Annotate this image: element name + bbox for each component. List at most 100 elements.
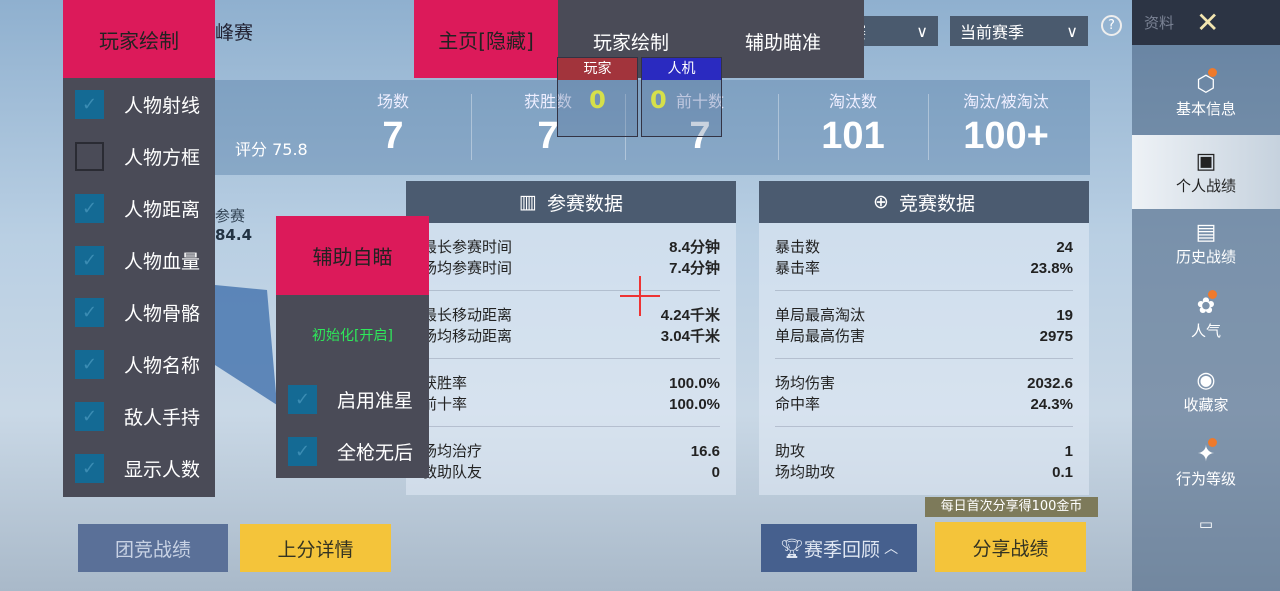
player-label: 玩家	[558, 58, 637, 80]
option-label: 人物血量	[124, 251, 201, 273]
sidebar-item[interactable]: ✦ 行为等级	[1132, 442, 1280, 489]
bot-count: 0	[650, 86, 667, 114]
stat-value: 101	[821, 115, 885, 157]
toggle-option[interactable]: ✓ 显示人数	[75, 454, 200, 483]
sidebar-item[interactable]: ✿ 人气	[1132, 294, 1280, 341]
sidebar-item[interactable]: ▣ 个人战绩	[1132, 135, 1280, 209]
stat-value: 24	[1056, 239, 1073, 256]
option-label: 人物骨骼	[124, 303, 201, 325]
toggle-option[interactable]: 人物方框	[75, 142, 200, 171]
player-count: 0	[589, 86, 606, 114]
stat-value: 100.0%	[669, 396, 720, 413]
stat-row: 场均参赛时间 7.4分钟	[422, 258, 720, 279]
aim-panel: 初始化[开启] ✓ 启用准星 ✓ 全枪无后	[276, 295, 429, 478]
notification-dot	[1208, 438, 1217, 447]
stat-row: 单局最高淘汰 19	[775, 305, 1073, 326]
sidebar-item-label: 行为等级	[1175, 470, 1236, 488]
chevron-down-icon: ∨	[1066, 21, 1078, 41]
notification-dot	[1208, 68, 1217, 77]
player-panel-title[interactable]: 玩家绘制	[63, 0, 215, 78]
checkbox[interactable]: ✓	[75, 402, 104, 431]
stat-value: 0.1	[1052, 464, 1073, 481]
checkbox[interactable]: ✓	[288, 385, 317, 414]
checkbox[interactable]: ✓	[75, 298, 104, 327]
stat-kills: 淘汰数 101	[778, 88, 928, 158]
question-circle-icon[interactable]: ?	[1101, 15, 1122, 36]
stat-label: 淘汰数	[828, 92, 877, 111]
competition-card: ⊕ 竞赛数据 暴击数 24 暴击率 23.8% 单局最高淘汰 19 单局最高伤害 2975 场均伤…	[759, 181, 1089, 495]
toggle-option[interactable]: ✓ 人物血量	[75, 246, 200, 275]
stat-label: 场均移动距离	[422, 327, 513, 345]
sidebar-item[interactable]: ▤ 历史战绩	[1132, 220, 1280, 267]
share-tooltip: 每日首次分享得100金币	[925, 497, 1098, 517]
stat-value: 16.6	[690, 443, 720, 460]
team-stats-button[interactable]: 团竞战绩	[78, 524, 228, 572]
collector-badge-icon: ◉	[1196, 368, 1216, 393]
share-stats-button[interactable]: 分享战绩	[935, 522, 1086, 572]
season-review-button[interactable]: 🏆︎ 赛季回顾 ︿	[761, 524, 917, 572]
checkbox[interactable]: ✓	[75, 454, 104, 483]
toggle-option[interactable]: ✓ 人物名称	[75, 350, 200, 379]
stat-row: 场均移动距离 3.04千米	[422, 326, 720, 347]
radar-chart: 参赛 84.4	[215, 205, 285, 425]
option-label: 人物名称	[124, 355, 201, 377]
trophy-icon: 🏆︎	[779, 537, 805, 560]
card-title: 竞赛数据	[898, 192, 975, 215]
stat-wins: 获胜数 7	[473, 88, 623, 158]
season-dropdown-label: 当前赛季	[960, 23, 1025, 42]
stat-label: 暴击数	[775, 238, 821, 256]
stat-kd: 淘汰/被淘汰 100+	[931, 88, 1081, 158]
rose-icon: ✿	[1196, 294, 1216, 319]
stat-label: 助攻	[775, 442, 806, 460]
toggle-option[interactable]: ✓ 全枪无后	[288, 437, 413, 466]
user-hex-icon: ⬡	[1196, 72, 1216, 97]
stats-doc-icon: ▣	[1195, 149, 1217, 174]
stat-value: 23.8%	[1030, 260, 1073, 277]
toggle-option[interactable]: ✓ 启用准星	[288, 385, 413, 414]
stat-group: 单局最高淘汰 19 单局最高伤害 2975	[775, 291, 1073, 359]
toggle-option[interactable]: ✓ 敌人手持	[75, 402, 200, 431]
checkbox[interactable]: ✓	[75, 194, 104, 223]
aim-panel-title[interactable]: 辅助自瞄	[276, 216, 429, 295]
crosshair-icon	[639, 276, 641, 316]
stat-row: 最长参赛时间 8.4分钟	[422, 237, 720, 258]
checkbox[interactable]: ✓	[288, 437, 317, 466]
tab-aim-assist[interactable]: 辅助瞄准	[745, 32, 822, 54]
card-title: 参赛数据	[546, 192, 623, 215]
checkbox[interactable]: ✓	[75, 350, 104, 379]
profile-tab[interactable]: 资料	[1144, 14, 1175, 32]
stat-value: 8.4分钟	[669, 239, 720, 256]
option-label: 显示人数	[124, 459, 201, 481]
toggle-option[interactable]: ✓ 人物距离	[75, 194, 200, 223]
rank-details-button[interactable]: 上分详情	[240, 524, 391, 572]
option-label: 人物距离	[124, 199, 201, 221]
toggle-option[interactable]: ✓ 人物骨骼	[75, 298, 200, 327]
stat-value: 0	[711, 464, 720, 481]
checkbox[interactable]: ✓	[75, 246, 104, 275]
menu-icon[interactable]: ▭	[1198, 515, 1214, 533]
stat-label: 最长参赛时间	[422, 238, 513, 256]
stat-value: 24.3%	[1030, 396, 1073, 413]
stat-value: 1	[1064, 443, 1073, 460]
toggle-option[interactable]: ✓ 人物射线	[75, 90, 200, 119]
stat-row: 场均治疗 16.6	[422, 441, 720, 462]
season-dropdown[interactable]: 当前赛季 ∨	[950, 16, 1088, 46]
option-label: 人物方框	[124, 147, 201, 169]
checkbox[interactable]: ✓	[75, 90, 104, 119]
sidebar-item[interactable]: ◉ 收藏家	[1132, 368, 1280, 415]
sidebar-item-label: 收藏家	[1183, 396, 1229, 414]
stat-row: 获胜率 100.0%	[422, 373, 720, 394]
stat-row: 最长移动距离 4.24千米	[422, 305, 720, 326]
bot-count-box: 人机 0	[641, 57, 722, 137]
stat-group: 场均伤害 2032.6 命中率 24.3%	[775, 359, 1073, 427]
stat-label: 获胜数	[523, 92, 572, 111]
sidebar-item[interactable]: ⬡ 基本信息	[1132, 72, 1280, 119]
stat-value: 7	[382, 115, 404, 157]
close-icon[interactable]: ✕	[1196, 6, 1220, 39]
stat-row: 场均伤害 2032.6	[775, 373, 1073, 394]
checkbox[interactable]	[75, 142, 104, 171]
tab-player-draw[interactable]: 玩家绘制	[593, 32, 670, 54]
sidebar-item-label: 基本信息	[1175, 100, 1236, 118]
stat-group: 暴击数 24 暴击率 23.8%	[775, 223, 1073, 291]
home-hide-tab[interactable]: 主页[隐藏]	[414, 0, 558, 78]
